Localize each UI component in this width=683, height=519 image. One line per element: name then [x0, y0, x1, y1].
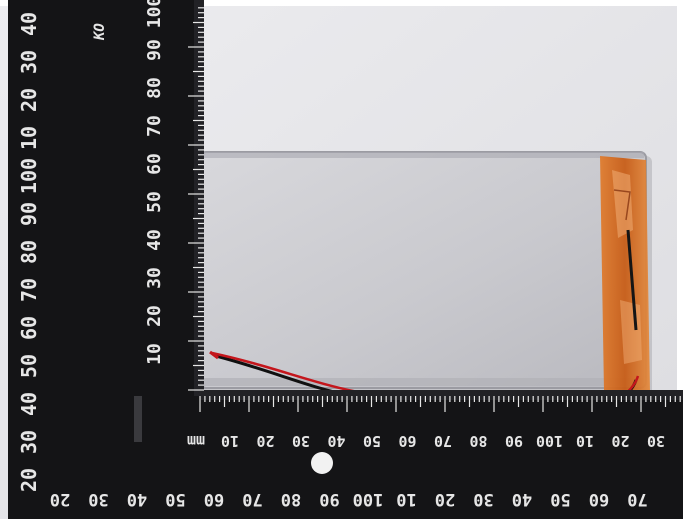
ruler-label: 40	[144, 229, 165, 251]
ruler-label: 20	[50, 489, 70, 509]
ruler-label: 10	[396, 489, 416, 509]
ruler-label: 70	[17, 278, 41, 302]
ruler-label: 40	[127, 489, 147, 509]
ruler-label: 40	[512, 489, 532, 509]
ruler-label: 90	[505, 432, 523, 450]
ruler-label: 30	[144, 267, 165, 289]
ruler-label: 100	[17, 158, 41, 194]
ruler-label: 60	[17, 316, 41, 340]
ruler-label: 30	[17, 430, 41, 454]
ruler-label: 20	[144, 305, 165, 327]
ruler-label: 50	[363, 432, 381, 450]
ruler-label: 20	[256, 432, 274, 450]
ruler-label: 80	[17, 240, 41, 264]
ruler-label: 60	[144, 153, 165, 175]
ruler-label: 50	[17, 354, 41, 378]
ruler-label: 30	[88, 489, 108, 509]
ruler-brand-mark: KO	[92, 23, 108, 41]
ruler-label: 60	[589, 489, 609, 509]
ruler-label: 40	[17, 12, 41, 36]
ruler-label: 50	[144, 191, 165, 213]
ruler-label: 40	[327, 432, 345, 450]
ruler-label: 20	[611, 432, 629, 450]
ruler-label: 50	[165, 489, 185, 509]
ruler-label: 80	[469, 432, 487, 450]
ruler-label: 90	[17, 202, 41, 226]
ruler-label: 70	[144, 115, 165, 137]
ruler-hole	[311, 452, 333, 474]
battery-pouch	[199, 151, 647, 389]
ruler-label: 90	[319, 489, 339, 509]
ruler-label: 10	[144, 343, 165, 365]
ruler-label: 20	[17, 88, 41, 112]
ruler-label: 80	[281, 489, 301, 509]
ruler-label: 100	[353, 489, 384, 509]
ruler-label: 30	[17, 50, 41, 74]
ruler-label: 60	[398, 432, 416, 450]
ruler-label: 10	[576, 432, 594, 450]
ruler-label: 70	[434, 432, 452, 450]
ruler-label: 20	[17, 468, 41, 492]
ruler-label: 100	[536, 432, 563, 450]
ruler-label: 30	[473, 489, 493, 509]
ruler	[8, 0, 683, 519]
ruler-label: 70	[627, 489, 647, 509]
ruler-label: 40	[17, 392, 41, 416]
ruler-unit: mm	[187, 432, 205, 450]
ruler-label: 60	[204, 489, 224, 509]
ruler-label: 50	[550, 489, 570, 509]
kapton-tape	[600, 156, 650, 392]
ruler-label: 30	[292, 432, 310, 450]
ruler-label: 70	[242, 489, 262, 509]
ruler-label: 10	[221, 432, 239, 450]
ruler-label: 100	[144, 0, 165, 28]
ruler-label: 80	[144, 77, 165, 99]
ruler-label: 10	[17, 126, 41, 150]
ruler-label: 90	[144, 39, 165, 61]
ruler-label: 30	[647, 432, 665, 450]
ruler-label: 20	[435, 489, 455, 509]
